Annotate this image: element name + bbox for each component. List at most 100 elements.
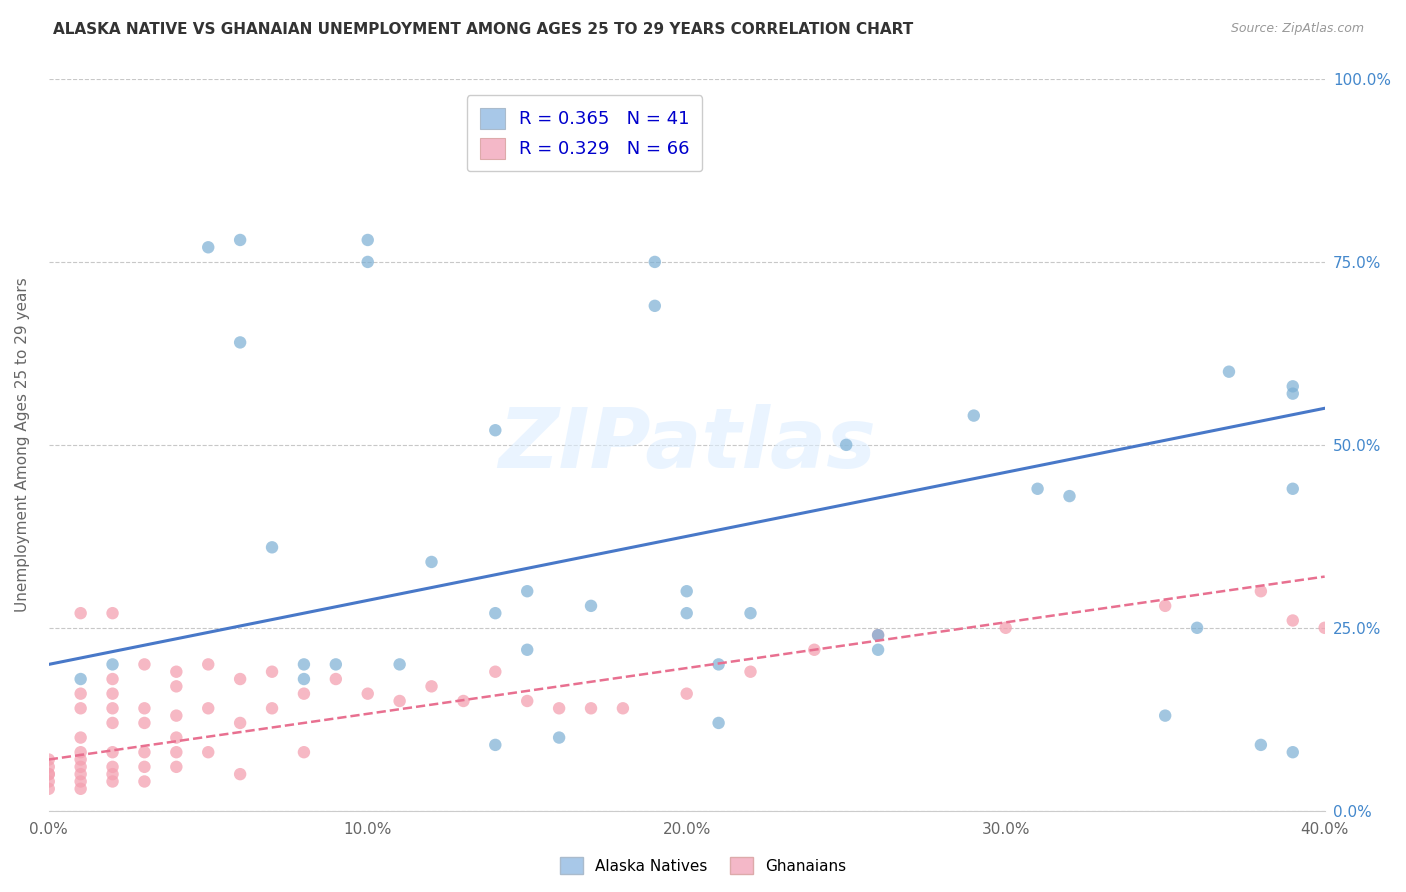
Point: [38, 781, 60, 796]
Point: [292, 745, 315, 759]
Point: [292, 687, 315, 701]
Point: [1281, 614, 1303, 628]
Point: [484, 738, 506, 752]
Point: [644, 299, 666, 313]
Point: [484, 606, 506, 620]
Point: [165, 731, 187, 745]
Point: [707, 657, 730, 672]
Point: [357, 233, 380, 247]
Point: [868, 628, 890, 642]
Point: [134, 701, 156, 715]
Text: Source: ZipAtlas.com: Source: ZipAtlas.com: [1230, 22, 1364, 36]
Point: [292, 672, 315, 686]
Point: [197, 240, 219, 254]
Point: [453, 694, 475, 708]
Point: [420, 679, 443, 693]
Point: [197, 657, 219, 672]
Point: [325, 672, 347, 686]
Point: [101, 657, 124, 672]
Point: [69, 701, 91, 715]
Point: [579, 701, 602, 715]
Point: [101, 715, 124, 730]
Point: [484, 423, 506, 437]
Point: [38, 752, 60, 766]
Point: [516, 642, 538, 657]
Point: [165, 745, 187, 759]
Point: [994, 621, 1017, 635]
Point: [38, 767, 60, 781]
Point: [69, 745, 91, 759]
Point: [101, 687, 124, 701]
Point: [165, 708, 187, 723]
Text: ALASKA NATIVE VS GHANAIAN UNEMPLOYMENT AMONG AGES 25 TO 29 YEARS CORRELATION CHA: ALASKA NATIVE VS GHANAIAN UNEMPLOYMENT A…: [53, 22, 914, 37]
Point: [69, 760, 91, 774]
Point: [1154, 708, 1177, 723]
Point: [134, 745, 156, 759]
Point: [868, 628, 890, 642]
Point: [1026, 482, 1049, 496]
Point: [101, 767, 124, 781]
Point: [38, 774, 60, 789]
Point: [388, 694, 411, 708]
Point: [197, 701, 219, 715]
Point: [292, 657, 315, 672]
Point: [229, 335, 252, 350]
Point: [675, 606, 697, 620]
Point: [134, 657, 156, 672]
Point: [260, 541, 283, 555]
Point: [1281, 745, 1303, 759]
Point: [101, 760, 124, 774]
Point: [835, 438, 858, 452]
Point: [579, 599, 602, 613]
Point: [1281, 482, 1303, 496]
Point: [740, 665, 762, 679]
Point: [420, 555, 443, 569]
Point: [134, 774, 156, 789]
Point: [1281, 386, 1303, 401]
Point: [69, 687, 91, 701]
Point: [101, 701, 124, 715]
Text: ZIPatlas: ZIPatlas: [498, 404, 876, 485]
Point: [69, 606, 91, 620]
Point: [1154, 599, 1177, 613]
Point: [260, 701, 283, 715]
Point: [1313, 621, 1336, 635]
Point: [1250, 738, 1272, 752]
Point: [675, 687, 697, 701]
Point: [134, 760, 156, 774]
Point: [69, 781, 91, 796]
Point: [1059, 489, 1081, 503]
Point: [165, 665, 187, 679]
Point: [38, 767, 60, 781]
Point: [134, 715, 156, 730]
Point: [548, 701, 571, 715]
Y-axis label: Unemployment Among Ages 25 to 29 years: Unemployment Among Ages 25 to 29 years: [15, 277, 30, 612]
Point: [325, 657, 347, 672]
Point: [963, 409, 986, 423]
Point: [740, 606, 762, 620]
Point: [707, 715, 730, 730]
Point: [516, 694, 538, 708]
Point: [101, 774, 124, 789]
Point: [69, 752, 91, 766]
Point: [1250, 584, 1272, 599]
Point: [101, 606, 124, 620]
Point: [1281, 379, 1303, 393]
Legend: Alaska Natives, Ghanaians: Alaska Natives, Ghanaians: [554, 851, 852, 880]
Point: [69, 672, 91, 686]
Point: [388, 657, 411, 672]
Point: [165, 760, 187, 774]
Point: [101, 672, 124, 686]
Point: [165, 679, 187, 693]
Point: [1218, 365, 1240, 379]
Point: [357, 255, 380, 269]
Point: [197, 745, 219, 759]
Point: [548, 731, 571, 745]
Point: [101, 745, 124, 759]
Point: [69, 774, 91, 789]
Point: [803, 642, 825, 657]
Point: [38, 760, 60, 774]
Point: [229, 767, 252, 781]
Point: [260, 665, 283, 679]
Legend: R = 0.365   N = 41, R = 0.329   N = 66: R = 0.365 N = 41, R = 0.329 N = 66: [467, 95, 703, 171]
